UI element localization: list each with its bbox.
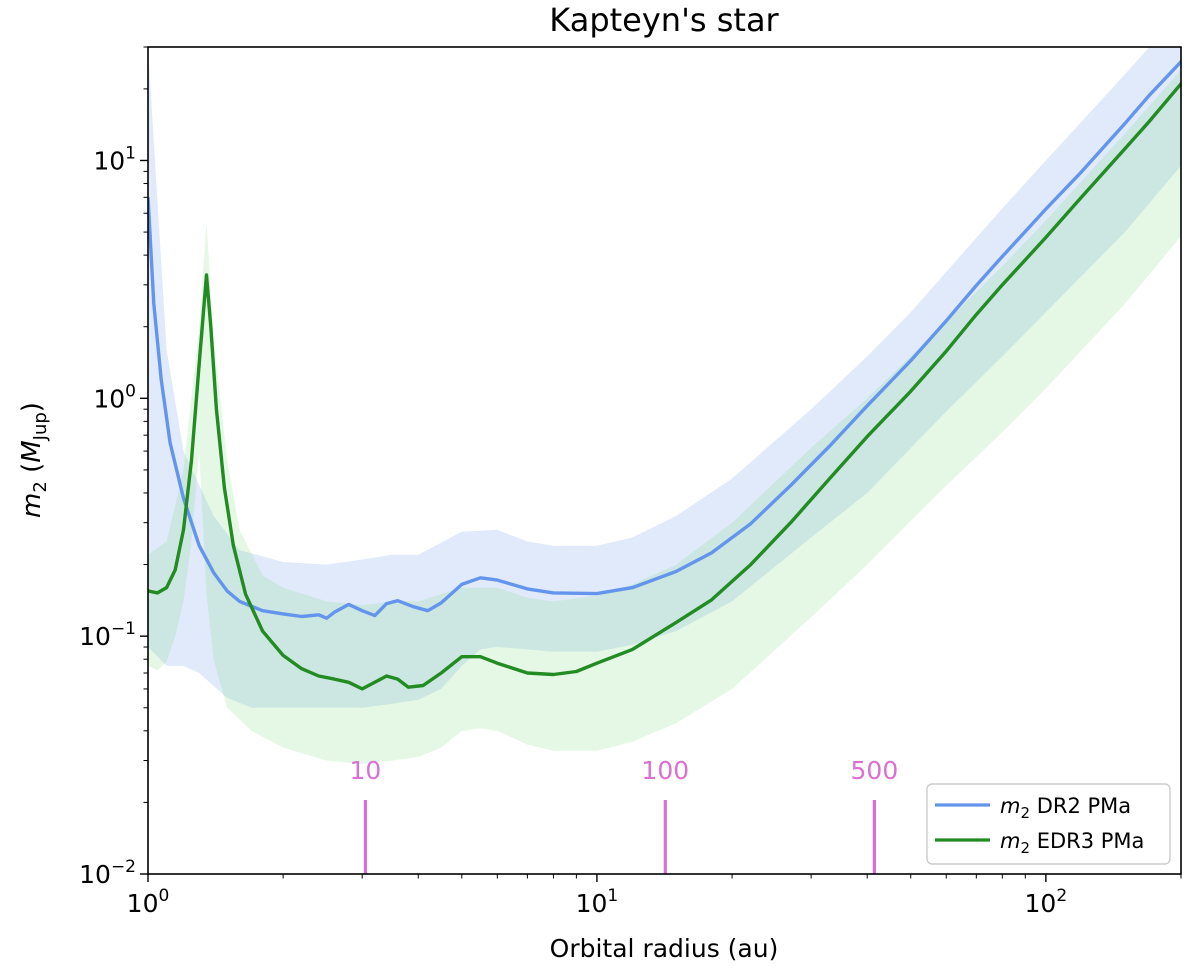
legend: m2 DR2 PMa m2 EDR3 PMa xyxy=(926,783,1171,865)
y-tick-label: 10−2 xyxy=(79,857,136,889)
x-axis-label: Orbital radius (au) xyxy=(550,934,779,963)
period-marker-label: 10 xyxy=(350,756,382,785)
period-marker-label: 500 xyxy=(851,756,899,785)
uncertainty-bands xyxy=(148,47,1181,764)
period-marker-label: 100 xyxy=(641,756,689,785)
orbital-period-markers: 10 100 500 xyxy=(350,756,899,874)
y-axis-label: m2 (MJup) xyxy=(17,402,51,518)
y-tick-label: 10−1 xyxy=(79,619,136,651)
series-lines xyxy=(148,58,1181,691)
line-edr3 xyxy=(148,80,1181,691)
band-edr3 xyxy=(148,70,1181,764)
x-axis-ticks: 100 101 102 xyxy=(127,874,1182,918)
legend-label-edr3: m2 EDR3 PMa xyxy=(1000,829,1144,857)
y-axis-ticks: 10−2 10−1 100 101 xyxy=(79,46,148,889)
legend-label-dr2: m2 DR2 PMa xyxy=(1000,794,1131,822)
x-tick-label: 101 xyxy=(576,886,619,918)
x-tick-label: 102 xyxy=(1025,886,1068,918)
y-tick-label: 100 xyxy=(93,381,136,413)
x-tick-label: 100 xyxy=(127,886,170,918)
y-tick-label: 101 xyxy=(93,143,136,175)
chart-title: Kapteyn's star xyxy=(549,1,779,39)
line-dr2 xyxy=(148,58,1181,620)
plot-frame xyxy=(147,46,1182,875)
